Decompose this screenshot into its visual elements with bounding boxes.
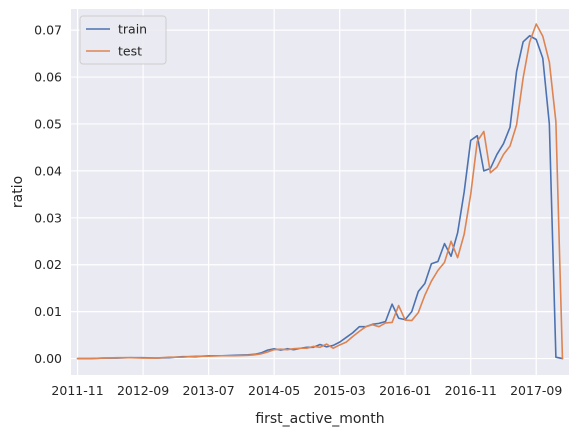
series-line-test — [76, 23, 564, 360]
y-tick-label: 0.07 — [34, 23, 62, 38]
x-tick-label: 2011-11 — [51, 383, 103, 398]
y-tick-label: 0.04 — [34, 163, 62, 178]
series-lines — [76, 23, 564, 360]
y-tick-label: 0.01 — [34, 304, 62, 319]
y-tick-label: 0.00 — [34, 351, 62, 366]
x-tick-label: 2016-11 — [445, 383, 497, 398]
plot-area — [71, 9, 569, 375]
x-tick-label: 2016-01 — [379, 383, 431, 398]
y-axis-label: ratio — [10, 176, 26, 208]
y-tick-label: 0.05 — [34, 116, 62, 131]
x-axis-label: first_active_month — [255, 411, 384, 427]
x-tick-label: 2012-09 — [117, 383, 169, 398]
legend-label-train: train — [118, 22, 147, 37]
x-tick-label: 2017-09 — [510, 383, 562, 398]
x-tick-labels: 2011-11 2012-09 2013-07 2014-05 2015-03 2016-… — [51, 383, 562, 398]
y-tick-label: 0.03 — [34, 210, 62, 225]
y-tick-labels: 0.00 0.01 0.02 0.03 0.04 0.05 0.06 0.07 — [34, 23, 62, 366]
legend: train test — [79, 15, 167, 65]
legend-box — [79, 15, 167, 65]
y-tick-label: 0.06 — [34, 70, 62, 85]
x-tick-label: 2013-07 — [182, 383, 234, 398]
x-tick-label: 2015-03 — [314, 383, 366, 398]
legend-label-test: test — [118, 44, 142, 59]
y-tick-label: 0.02 — [34, 257, 62, 272]
x-tick-label: 2014-05 — [248, 383, 300, 398]
